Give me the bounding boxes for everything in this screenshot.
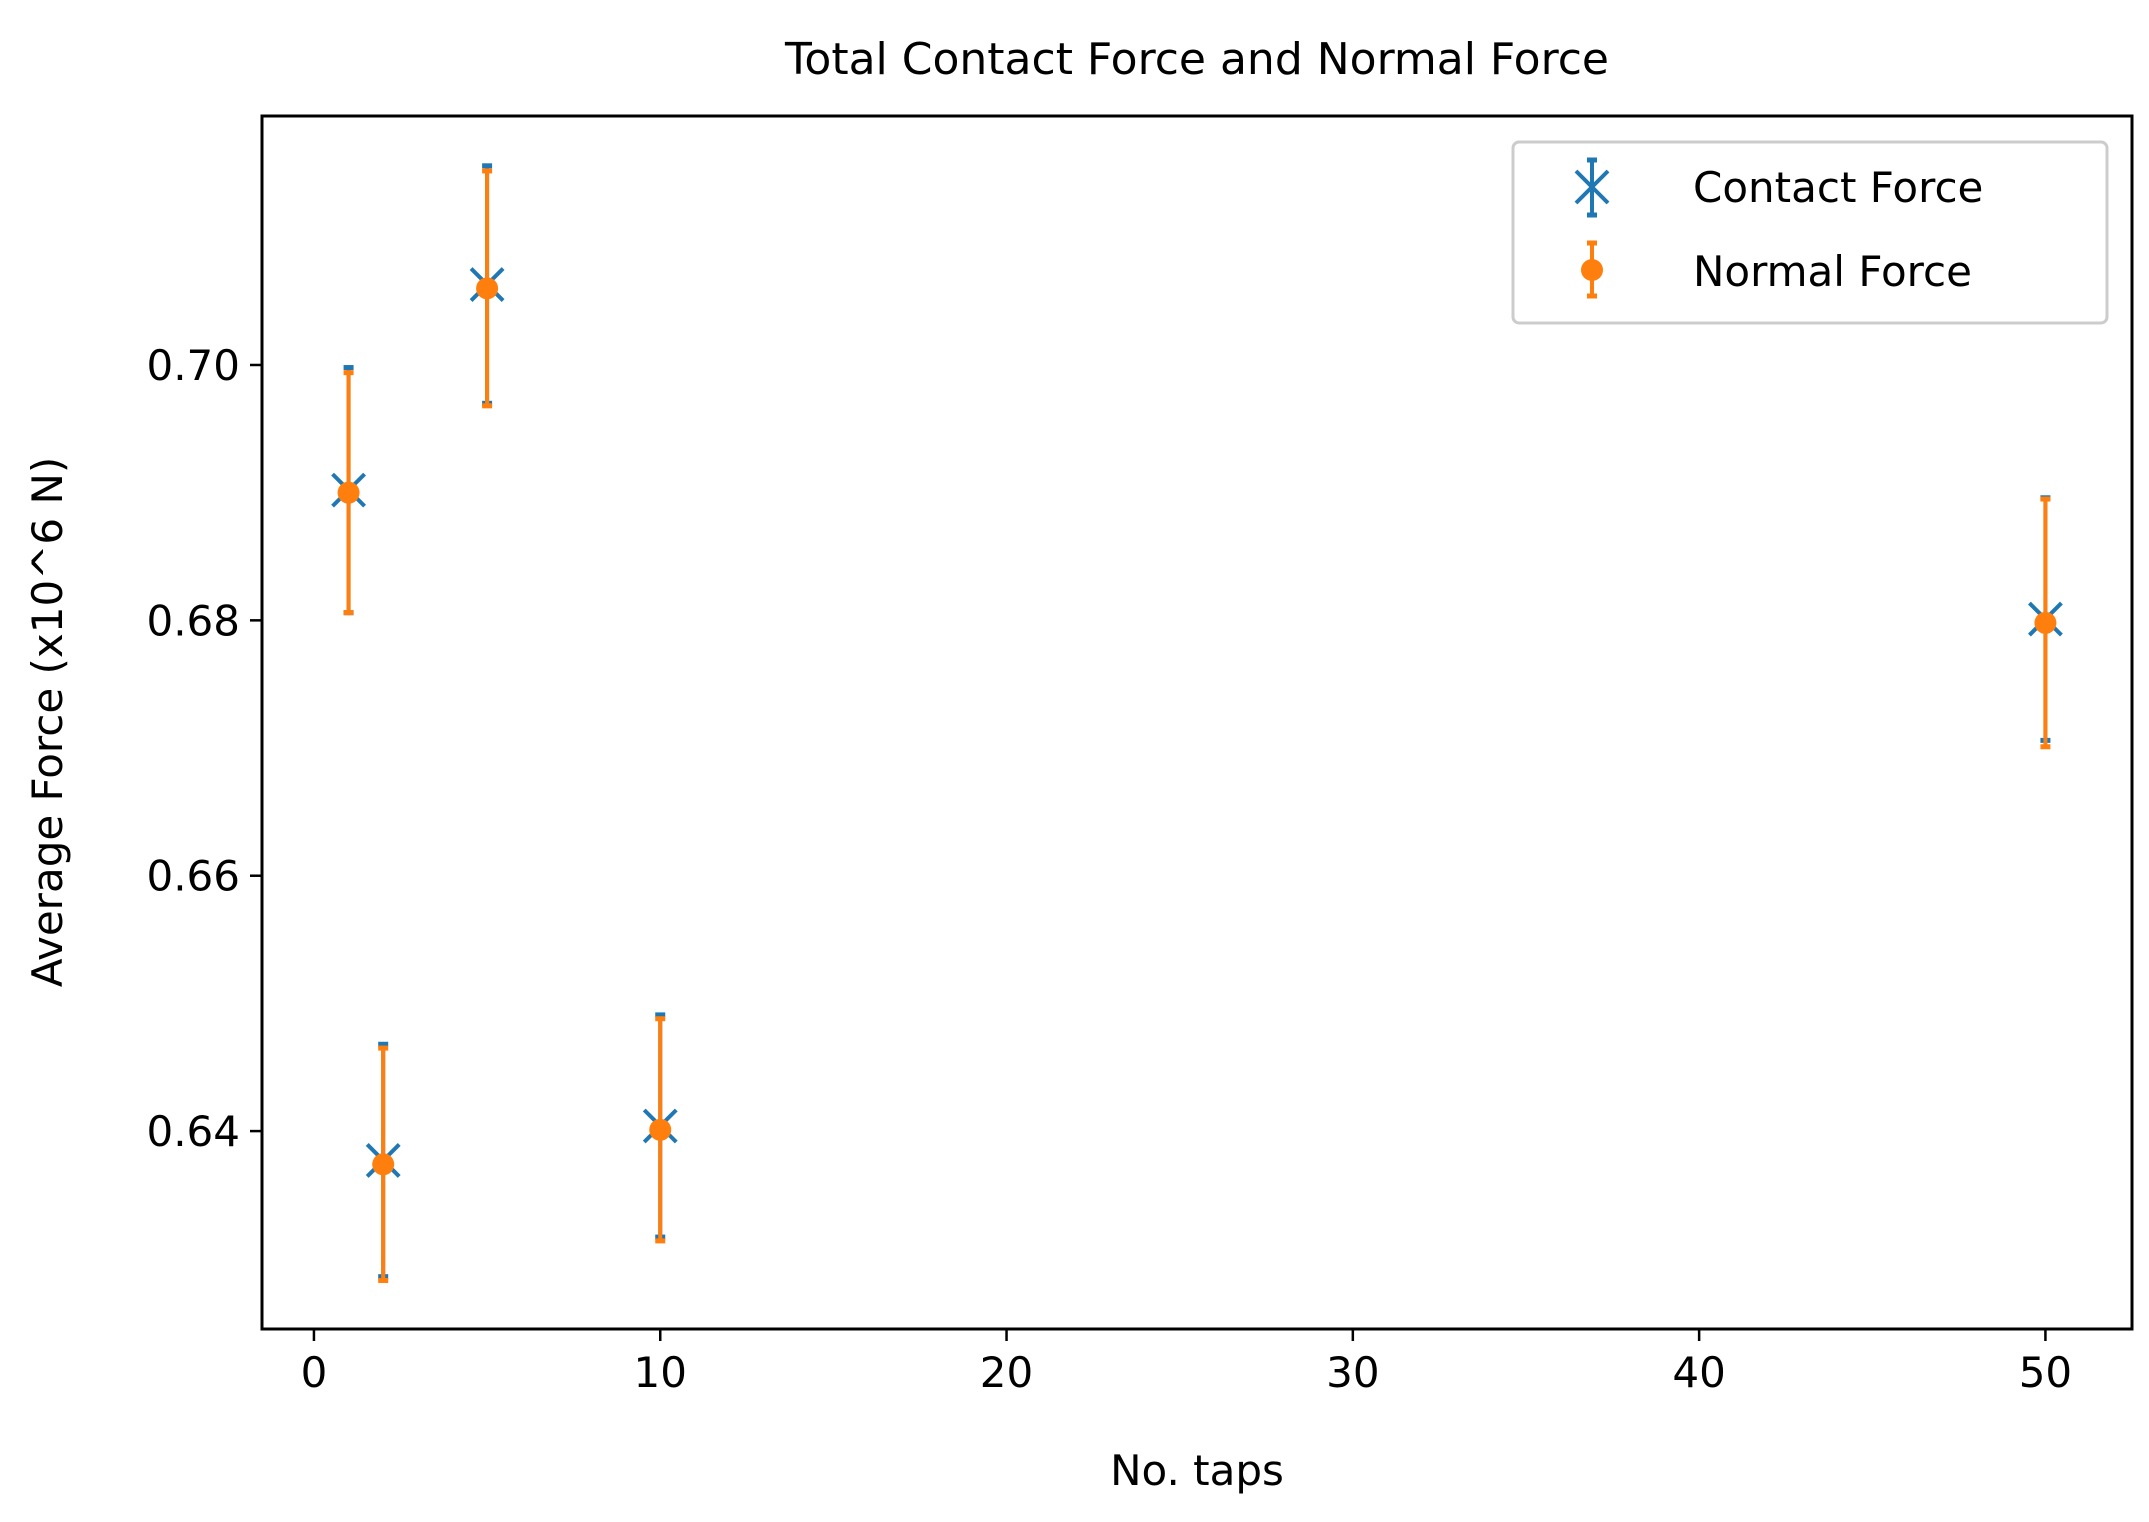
x-tick-label: 50	[2019, 1348, 2072, 1397]
normal-force-point	[372, 1153, 395, 1176]
series-normal-force	[337, 168, 2057, 1283]
normal-force-point	[476, 277, 499, 300]
chart-title: Total Contact Force and Normal Force	[784, 34, 1609, 85]
y-tick-label: 0.70	[146, 341, 240, 390]
x-axis-label: No. taps	[1110, 1446, 1284, 1495]
x-tick-label: 40	[1672, 1348, 1725, 1397]
x-tick-label: 10	[634, 1348, 687, 1397]
legend-label-normal-force: Normal Force	[1693, 247, 1972, 296]
y-tick-label: 0.64	[146, 1107, 240, 1156]
x-tick-label: 30	[1326, 1348, 1379, 1397]
legend: Contact Force Normal Force	[1511, 140, 2109, 325]
plot-layer	[331, 163, 2063, 1283]
y-axis-label: Average Force (x10^6 N)	[23, 457, 72, 988]
legend-contact-marker	[1574, 169, 1610, 205]
normal-force-point	[649, 1118, 672, 1141]
legend-label-contact-force: Contact Force	[1693, 163, 1983, 212]
x-tick-label: 0	[301, 1348, 328, 1397]
legend-box	[1511, 140, 2109, 325]
x-tick-label: 20	[980, 1348, 1033, 1397]
ticks-layer: 0 10 20 30 40 50 0.64 0.66 0.68 0.70	[146, 341, 2072, 1397]
normal-force-point	[337, 481, 360, 504]
y-tick-label: 0.68	[146, 596, 240, 645]
legend-normal-marker	[1581, 259, 1603, 281]
plot-frame	[260, 114, 2134, 1331]
normal-force-point	[2034, 611, 2057, 634]
y-tick-label: 0.66	[146, 852, 240, 901]
